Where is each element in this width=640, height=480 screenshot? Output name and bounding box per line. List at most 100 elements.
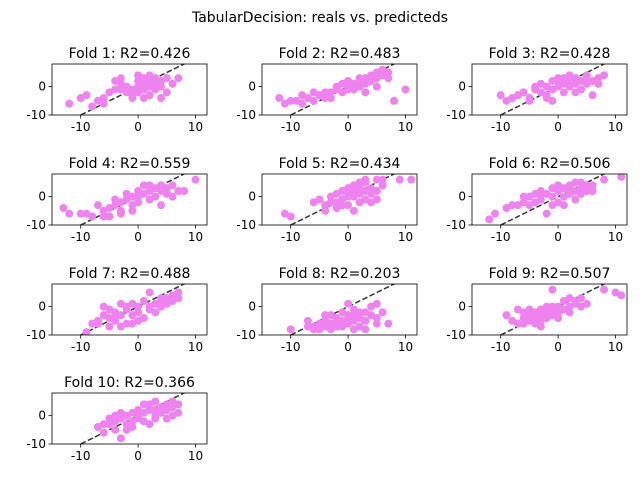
plot-area xyxy=(79,284,186,335)
y-tick-label: -10 xyxy=(236,108,256,122)
data-point xyxy=(519,319,528,328)
plot-area xyxy=(275,64,410,115)
axes-frame xyxy=(51,173,208,226)
plot-area xyxy=(499,284,626,335)
data-point xyxy=(548,192,557,201)
data-point xyxy=(134,406,143,414)
x-tick-label: -10 xyxy=(281,120,301,134)
data-point xyxy=(157,294,166,303)
data-point xyxy=(105,212,114,221)
data-point xyxy=(326,94,335,102)
data-point xyxy=(139,400,148,409)
data-point xyxy=(384,74,393,83)
subplot-title: Fold 1: R2=0.426 xyxy=(69,46,191,62)
data-point xyxy=(116,322,125,331)
data-point xyxy=(93,319,102,328)
data-point xyxy=(157,201,166,210)
data-point xyxy=(565,187,574,195)
data-point xyxy=(286,212,295,221)
data-point xyxy=(128,192,137,201)
subplot-title: Fold 8: R2=0.203 xyxy=(279,266,401,282)
data-point xyxy=(174,74,183,83)
data-point xyxy=(162,74,171,83)
data-point xyxy=(168,192,177,201)
x-tick-label: -10 xyxy=(281,230,301,244)
data-point xyxy=(168,411,177,420)
data-point xyxy=(372,175,381,184)
data-point xyxy=(76,209,85,218)
data-point xyxy=(111,314,120,322)
data-point xyxy=(554,74,563,83)
y-tick-label: -10 xyxy=(446,108,466,122)
data-point xyxy=(168,79,177,88)
y-tick-label: -10 xyxy=(26,437,46,451)
data-point xyxy=(332,322,341,331)
data-point xyxy=(174,400,183,409)
data-point xyxy=(65,209,74,218)
data-point xyxy=(315,195,324,204)
subplot-fold-1: Fold 1: R2=0.426 -10 0 10 -10 0 xyxy=(26,46,208,134)
data-point xyxy=(191,175,200,184)
identity-line xyxy=(289,174,396,225)
subplot-fold-3: Fold 3: R2=0.428 -10 0 10 -10 0 xyxy=(446,46,628,134)
x-tick-label: 0 xyxy=(344,340,352,354)
data-point xyxy=(168,297,177,305)
data-point xyxy=(82,328,91,335)
data-point xyxy=(571,88,580,97)
subplot-title: Fold 2: R2=0.483 xyxy=(279,46,401,62)
data-point xyxy=(332,198,341,207)
data-point xyxy=(174,288,183,297)
data-point xyxy=(582,79,591,88)
data-point xyxy=(588,181,597,190)
data-point xyxy=(321,206,330,215)
data-point xyxy=(338,322,347,331)
y-tick-label: 0 xyxy=(248,190,256,204)
data-point xyxy=(513,305,522,314)
subplot-title: Fold 4: R2=0.559 xyxy=(69,156,191,172)
identity-line xyxy=(289,284,396,335)
x-tick-label: -10 xyxy=(71,230,91,244)
data-point xyxy=(519,192,528,201)
data-point xyxy=(559,88,568,97)
x-tick-label: 10 xyxy=(398,120,413,134)
y-tick-label: -10 xyxy=(236,328,256,342)
data-point xyxy=(82,91,91,100)
data-point xyxy=(372,314,381,322)
identity-line xyxy=(289,64,396,115)
data-point xyxy=(548,302,557,311)
y-tick-label: -10 xyxy=(26,218,46,232)
data-point xyxy=(145,288,154,297)
data-point xyxy=(174,187,183,195)
data-point xyxy=(162,88,171,97)
data-point xyxy=(390,96,399,105)
identity-line xyxy=(499,174,606,225)
data-point xyxy=(378,175,387,184)
data-point xyxy=(508,201,517,210)
data-point xyxy=(554,314,563,322)
data-point xyxy=(321,88,330,97)
x-tick-label: 10 xyxy=(188,449,203,463)
data-point xyxy=(349,316,358,325)
data-point xyxy=(275,94,284,102)
x-tick-label: 0 xyxy=(344,230,352,244)
x-tick-label: 0 xyxy=(134,120,142,134)
data-point xyxy=(513,91,522,100)
data-point xyxy=(582,71,591,80)
data-point xyxy=(99,94,108,102)
data-point xyxy=(134,308,143,317)
data-point xyxy=(105,322,114,331)
x-tick-label: 10 xyxy=(608,120,623,134)
data-point xyxy=(577,294,586,303)
subplot-fold-4: Fold 4: R2=0.559 -10 0 10 -10 0 xyxy=(26,156,208,244)
data-point xyxy=(344,311,353,320)
plot-area xyxy=(65,64,186,115)
y-tick-label: -10 xyxy=(446,328,466,342)
data-point xyxy=(344,85,353,94)
data-point xyxy=(303,316,312,325)
data-point xyxy=(93,201,102,210)
subplot-fold-2: Fold 2: R2=0.483 -10 0 10 -10 0 xyxy=(236,46,418,134)
data-point xyxy=(496,91,505,100)
data-point xyxy=(600,175,609,184)
data-point xyxy=(554,181,563,190)
